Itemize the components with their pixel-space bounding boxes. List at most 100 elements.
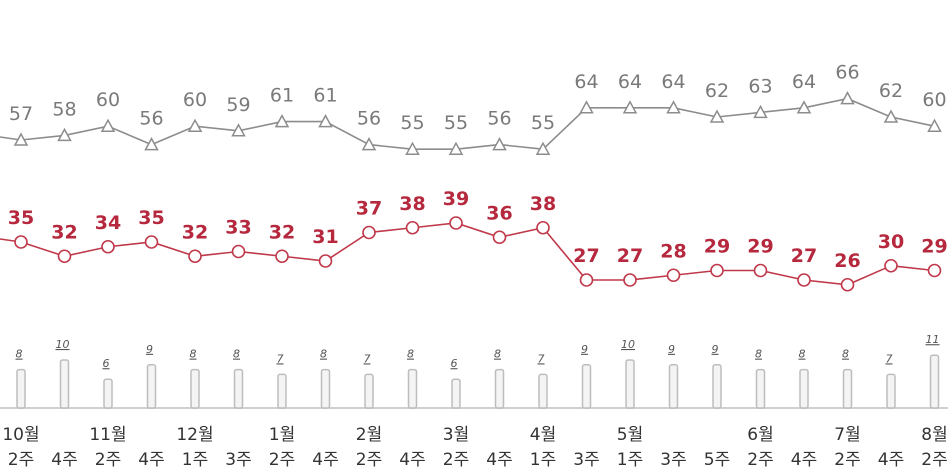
bar [581, 364, 592, 409]
data-label: 61 [270, 85, 294, 107]
bar-label: 9 [146, 343, 153, 356]
bar-label: 8 [190, 348, 197, 361]
data-label: 59 [226, 94, 250, 116]
data-label: 56 [487, 108, 511, 130]
x-tick-week: 1주 [530, 450, 556, 470]
circle-marker [405, 220, 420, 235]
bar [103, 378, 113, 409]
triangle-marker [100, 118, 116, 132]
triangle-marker [492, 137, 507, 151]
bar [712, 364, 722, 409]
data-label: 62 [879, 80, 903, 102]
bar-label: 9 [581, 343, 588, 356]
x-tick-week: 2주 [356, 450, 382, 470]
bar-label: 10 [56, 338, 70, 351]
x-tick-month: 3월 [443, 425, 469, 445]
x-tick-week: 2주 [747, 450, 773, 470]
data-label: 35 [138, 207, 164, 229]
bar-label: 7 [364, 352, 371, 365]
triangle-marker [361, 137, 377, 151]
x-tick-month: 5월 [617, 425, 643, 445]
triangle-marker [535, 141, 551, 155]
data-label: 29 [747, 236, 773, 258]
triangle-marker [405, 141, 420, 155]
circle-marker [14, 235, 28, 249]
data-label: 64 [574, 71, 598, 93]
circle-marker [753, 263, 768, 278]
x-tick-week: 4주 [399, 450, 425, 470]
data-label: 29 [704, 236, 730, 258]
triangle-marker [318, 114, 333, 128]
x-tick-week: 4주 [486, 450, 512, 470]
data-label: 61 [313, 85, 337, 107]
data-label: 55 [444, 112, 468, 134]
x-tick-week: 2주 [95, 450, 121, 470]
data-label: 26 [834, 250, 860, 272]
bar-label: 11 [926, 333, 940, 346]
data-label: 64 [792, 71, 816, 93]
bar-label: 8 [233, 348, 240, 361]
data-label: 27 [791, 245, 817, 267]
x-tick-month: 7월 [834, 425, 860, 445]
x-tick-week: 3주 [573, 450, 599, 470]
x-tick-month: 10월 [2, 425, 39, 445]
x-tick-week: 3주 [660, 450, 686, 470]
data-label: 29 [921, 236, 947, 258]
bar-label: 8 [407, 348, 414, 361]
circle-marker [927, 263, 942, 278]
x-tick-month: 11월 [89, 425, 126, 445]
bar [190, 368, 200, 409]
triangle-marker [666, 100, 681, 114]
data-label: 55 [531, 112, 555, 134]
bar [625, 359, 635, 409]
triangle-marker [57, 127, 72, 142]
circle-marker [101, 239, 115, 254]
data-label: 56 [139, 108, 163, 130]
circle-marker [492, 230, 507, 245]
x-tick-week: 2주 [269, 450, 295, 470]
x-tick-week: 4주 [312, 450, 338, 470]
bar-label: 7 [277, 352, 284, 365]
data-label: 58 [52, 98, 76, 120]
x-tick-week: 1주 [182, 450, 208, 470]
bar [146, 364, 157, 409]
bar [407, 368, 418, 409]
circle-marker [710, 263, 724, 278]
data-label: 32 [182, 221, 208, 243]
bar-label: 6 [103, 357, 110, 370]
circle-marker [666, 268, 681, 283]
data-label: 66 [835, 62, 859, 84]
bar-label: 8 [16, 348, 23, 361]
circle-marker [188, 249, 202, 264]
data-label: 38 [399, 193, 425, 215]
data-label: 55 [400, 112, 424, 134]
bar [277, 373, 287, 409]
bar [364, 373, 374, 409]
bar [755, 368, 766, 409]
bar-label: 7 [538, 352, 545, 365]
bar-label: 8 [494, 348, 501, 361]
x-tick-week: 2주 [8, 450, 34, 470]
bar-label: 8 [842, 348, 849, 361]
x-tick-week: 2주 [443, 450, 469, 470]
bar [320, 368, 331, 409]
x-tick-week: 4주 [51, 450, 77, 470]
bar-label: 9 [712, 343, 719, 356]
triangle-marker [274, 114, 290, 128]
data-label: 62 [705, 80, 729, 102]
circle-marker [797, 273, 811, 287]
bar-label: 8 [755, 348, 762, 361]
triangle-marker [927, 118, 942, 132]
triangle-marker [883, 109, 899, 123]
data-label: 27 [617, 245, 643, 267]
x-tick-week: 4주 [791, 450, 817, 470]
circle-marker [884, 258, 898, 273]
x-tick-week: 4주 [138, 450, 164, 470]
circle-marker [449, 216, 463, 230]
data-label: 64 [661, 71, 685, 93]
triangle-marker [448, 141, 464, 155]
bar-label: 8 [799, 348, 806, 361]
triangle-marker [840, 91, 855, 105]
x-tick-month: 6월 [747, 425, 773, 445]
x-tick-month: 4월 [530, 425, 556, 445]
